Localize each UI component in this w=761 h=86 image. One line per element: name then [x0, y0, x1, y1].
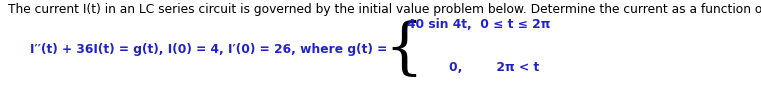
Text: {: { [384, 20, 423, 80]
Text: 40 sin 4t,  0 ≤ t ≤ 2π: 40 sin 4t, 0 ≤ t ≤ 2π [407, 18, 551, 31]
Text: The current I(t) in an LC series circuit is governed by the initial value proble: The current I(t) in an LC series circuit… [8, 3, 761, 16]
Text: I′′(t) + 36I(t) = g(t), I(0) = 4, I′(0) = 26, where g(t) =: I′′(t) + 36I(t) = g(t), I(0) = 4, I′(0) … [30, 43, 387, 56]
Text: 0,        2π < t: 0, 2π < t [449, 61, 540, 74]
